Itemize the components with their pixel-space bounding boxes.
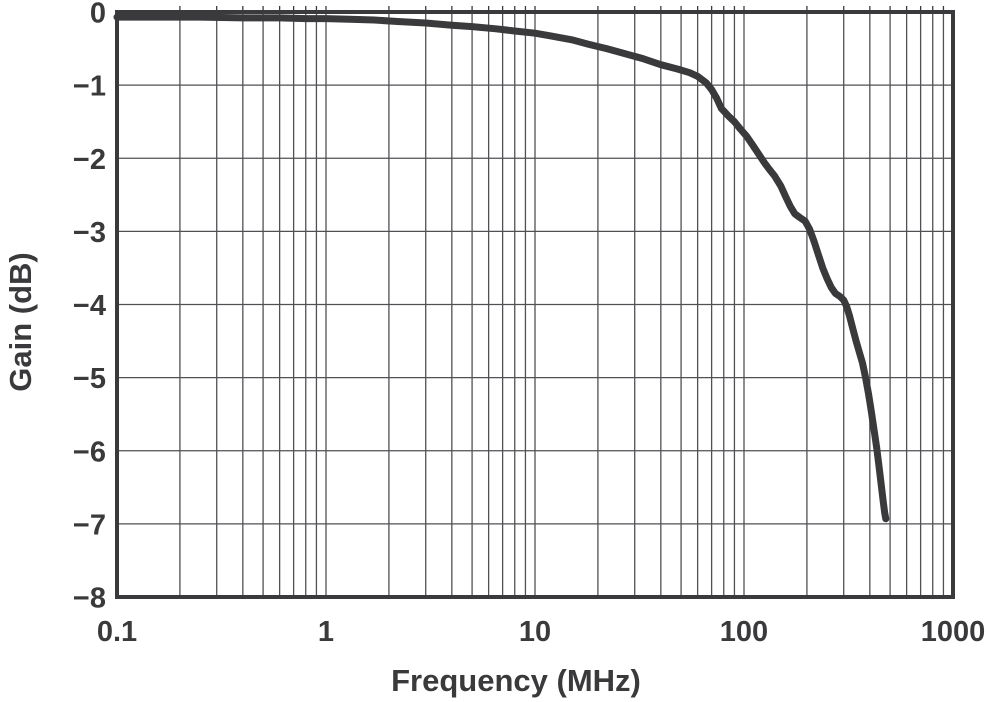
y-tick-label: −1: [73, 71, 106, 103]
x-tick-label: 10: [519, 616, 551, 648]
y-tick-label: −5: [73, 363, 106, 395]
y-tick-label: −6: [73, 436, 106, 468]
y-tick-label: −2: [73, 144, 106, 176]
x-tick-label: 1000: [921, 616, 986, 648]
grid-layer: [117, 12, 953, 597]
y-tick-label: −8: [73, 583, 106, 615]
x-tick-label: 0.1: [97, 616, 137, 648]
plot-frame: [115, 10, 955, 599]
x-tick-labels: 0.1 1 10 100 1000: [97, 616, 985, 648]
y-tick-label: −7: [73, 509, 106, 541]
gain-curve: [113, 13, 890, 523]
x-axis-title: Frequency (MHz): [391, 663, 641, 698]
x-tick-label: 100: [720, 616, 768, 648]
y-axis-title: Gain (dB): [3, 252, 38, 392]
y-tick-label: −4: [73, 290, 106, 322]
x-tick-label: 1: [318, 616, 334, 648]
y-tick-label: −3: [73, 217, 106, 249]
y-tick-labels: 0 −1 −2 −3 −4 −5 −6 −7 −8: [73, 0, 106, 615]
y-tick-label: 0: [90, 0, 106, 30]
